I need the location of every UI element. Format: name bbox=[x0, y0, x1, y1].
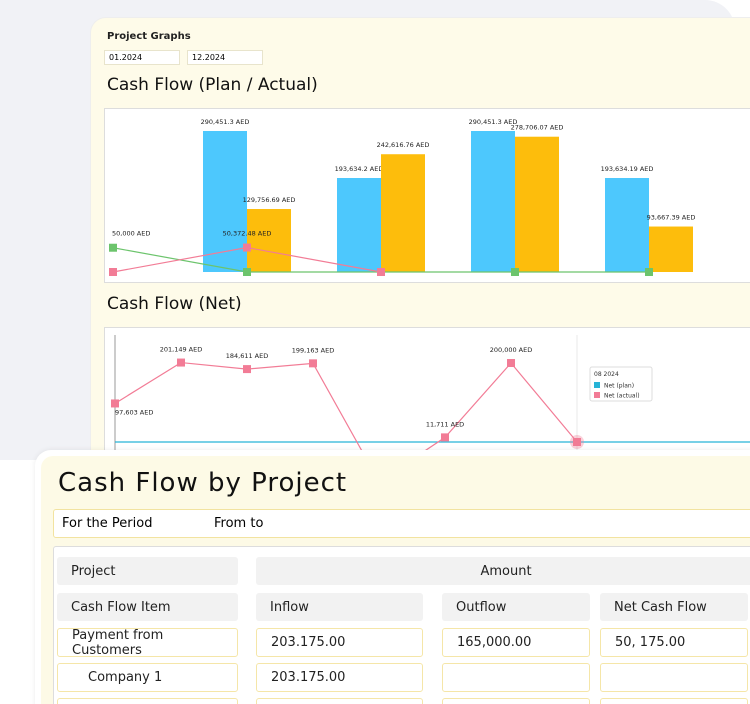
value-label: 97,603 AED bbox=[115, 408, 153, 416]
value-label: 242,616.76 AED bbox=[377, 141, 430, 149]
table-cell bbox=[256, 698, 423, 704]
value-label: 199,163 AED bbox=[292, 346, 335, 354]
value-label: 50,000 AED bbox=[112, 230, 150, 238]
date-to[interactable]: 12.2024 bbox=[187, 50, 263, 65]
point bbox=[441, 433, 449, 442]
bar bbox=[381, 154, 425, 272]
legend-swatch bbox=[594, 382, 600, 388]
header-cell: Project bbox=[57, 557, 238, 585]
value-label: 50,372.48 AED bbox=[223, 230, 272, 238]
table-cell: 50, 175.00 bbox=[600, 628, 748, 657]
date-from-text: 01.2024 bbox=[109, 53, 143, 62]
bar bbox=[605, 178, 649, 272]
table-card: Cash Flow by Project For the Period From… bbox=[35, 450, 750, 704]
point bbox=[573, 438, 581, 446]
date-to-text: 12.2024 bbox=[192, 53, 226, 62]
point bbox=[109, 243, 117, 252]
point bbox=[109, 268, 117, 276]
table-cell bbox=[442, 698, 590, 704]
legend-swatch bbox=[594, 392, 600, 398]
point bbox=[243, 365, 251, 374]
value-label: 290,451.3 AED bbox=[469, 118, 518, 126]
table-cell bbox=[442, 663, 590, 692]
point bbox=[511, 268, 519, 276]
legend-label: Net (plan) bbox=[604, 383, 634, 390]
tooltip-title: 08 2024 bbox=[594, 371, 619, 378]
point bbox=[243, 243, 251, 252]
value-label: 290,451.3 AED bbox=[201, 118, 250, 126]
line bbox=[114, 361, 578, 483]
table-cell bbox=[600, 698, 748, 704]
value-label: 93,667.39 AED bbox=[647, 214, 696, 222]
graphs-title: Project Graphs bbox=[107, 31, 191, 42]
point bbox=[111, 399, 119, 408]
header-cell: Cash Flow Item bbox=[57, 593, 238, 621]
chart-title: Cash Flow (Plan / Actual) bbox=[107, 75, 318, 95]
date-from[interactable]: 01.2024 bbox=[104, 50, 180, 65]
header-cell: Inflow bbox=[256, 593, 423, 621]
bar bbox=[247, 209, 291, 272]
bar bbox=[337, 178, 381, 272]
table-cell: Payment from Customers bbox=[57, 628, 238, 658]
bar bbox=[471, 131, 515, 272]
hover-point bbox=[570, 435, 584, 449]
table-cell bbox=[600, 663, 748, 692]
point bbox=[645, 268, 653, 276]
value-label: 184,611 AED bbox=[226, 352, 269, 360]
tooltip bbox=[589, 366, 653, 402]
bar bbox=[649, 226, 693, 272]
bar bbox=[203, 131, 247, 272]
table-cell bbox=[57, 698, 238, 704]
value-label: 200,000 AED bbox=[490, 346, 533, 354]
point bbox=[177, 358, 185, 367]
table-cell: 203.175.00 bbox=[256, 628, 423, 657]
table-title: Cash Flow by Project bbox=[58, 468, 348, 498]
value-label: 193,634.2 AED bbox=[335, 165, 384, 173]
table-cell: 165,000.00 bbox=[442, 628, 590, 657]
value-label: 129,756.69 AED bbox=[243, 196, 296, 204]
point bbox=[309, 359, 317, 368]
value-label: 278,706.07 AED bbox=[511, 124, 564, 132]
header-cell: Amount bbox=[256, 557, 750, 585]
legend-label: Net (actual) bbox=[604, 393, 640, 400]
period-label: For the Period bbox=[62, 516, 153, 531]
table-cell: 203.175.00 bbox=[256, 663, 423, 692]
period-row: For the Period From to bbox=[53, 509, 750, 538]
chart-title: Cash Flow (Net) bbox=[107, 294, 242, 314]
point bbox=[243, 268, 251, 276]
table-cell: Company 1 bbox=[57, 663, 238, 692]
point bbox=[507, 359, 515, 368]
header-cell: Outflow bbox=[442, 593, 590, 621]
bar bbox=[515, 136, 559, 272]
header-cell: Net Cash Flow bbox=[600, 593, 748, 621]
period-value: From to bbox=[214, 516, 264, 531]
value-label: 193,634.19 AED bbox=[601, 165, 654, 173]
point bbox=[377, 268, 385, 276]
value-label: 11,711 AED bbox=[426, 420, 464, 428]
value-label: 201,149 AED bbox=[160, 346, 203, 354]
